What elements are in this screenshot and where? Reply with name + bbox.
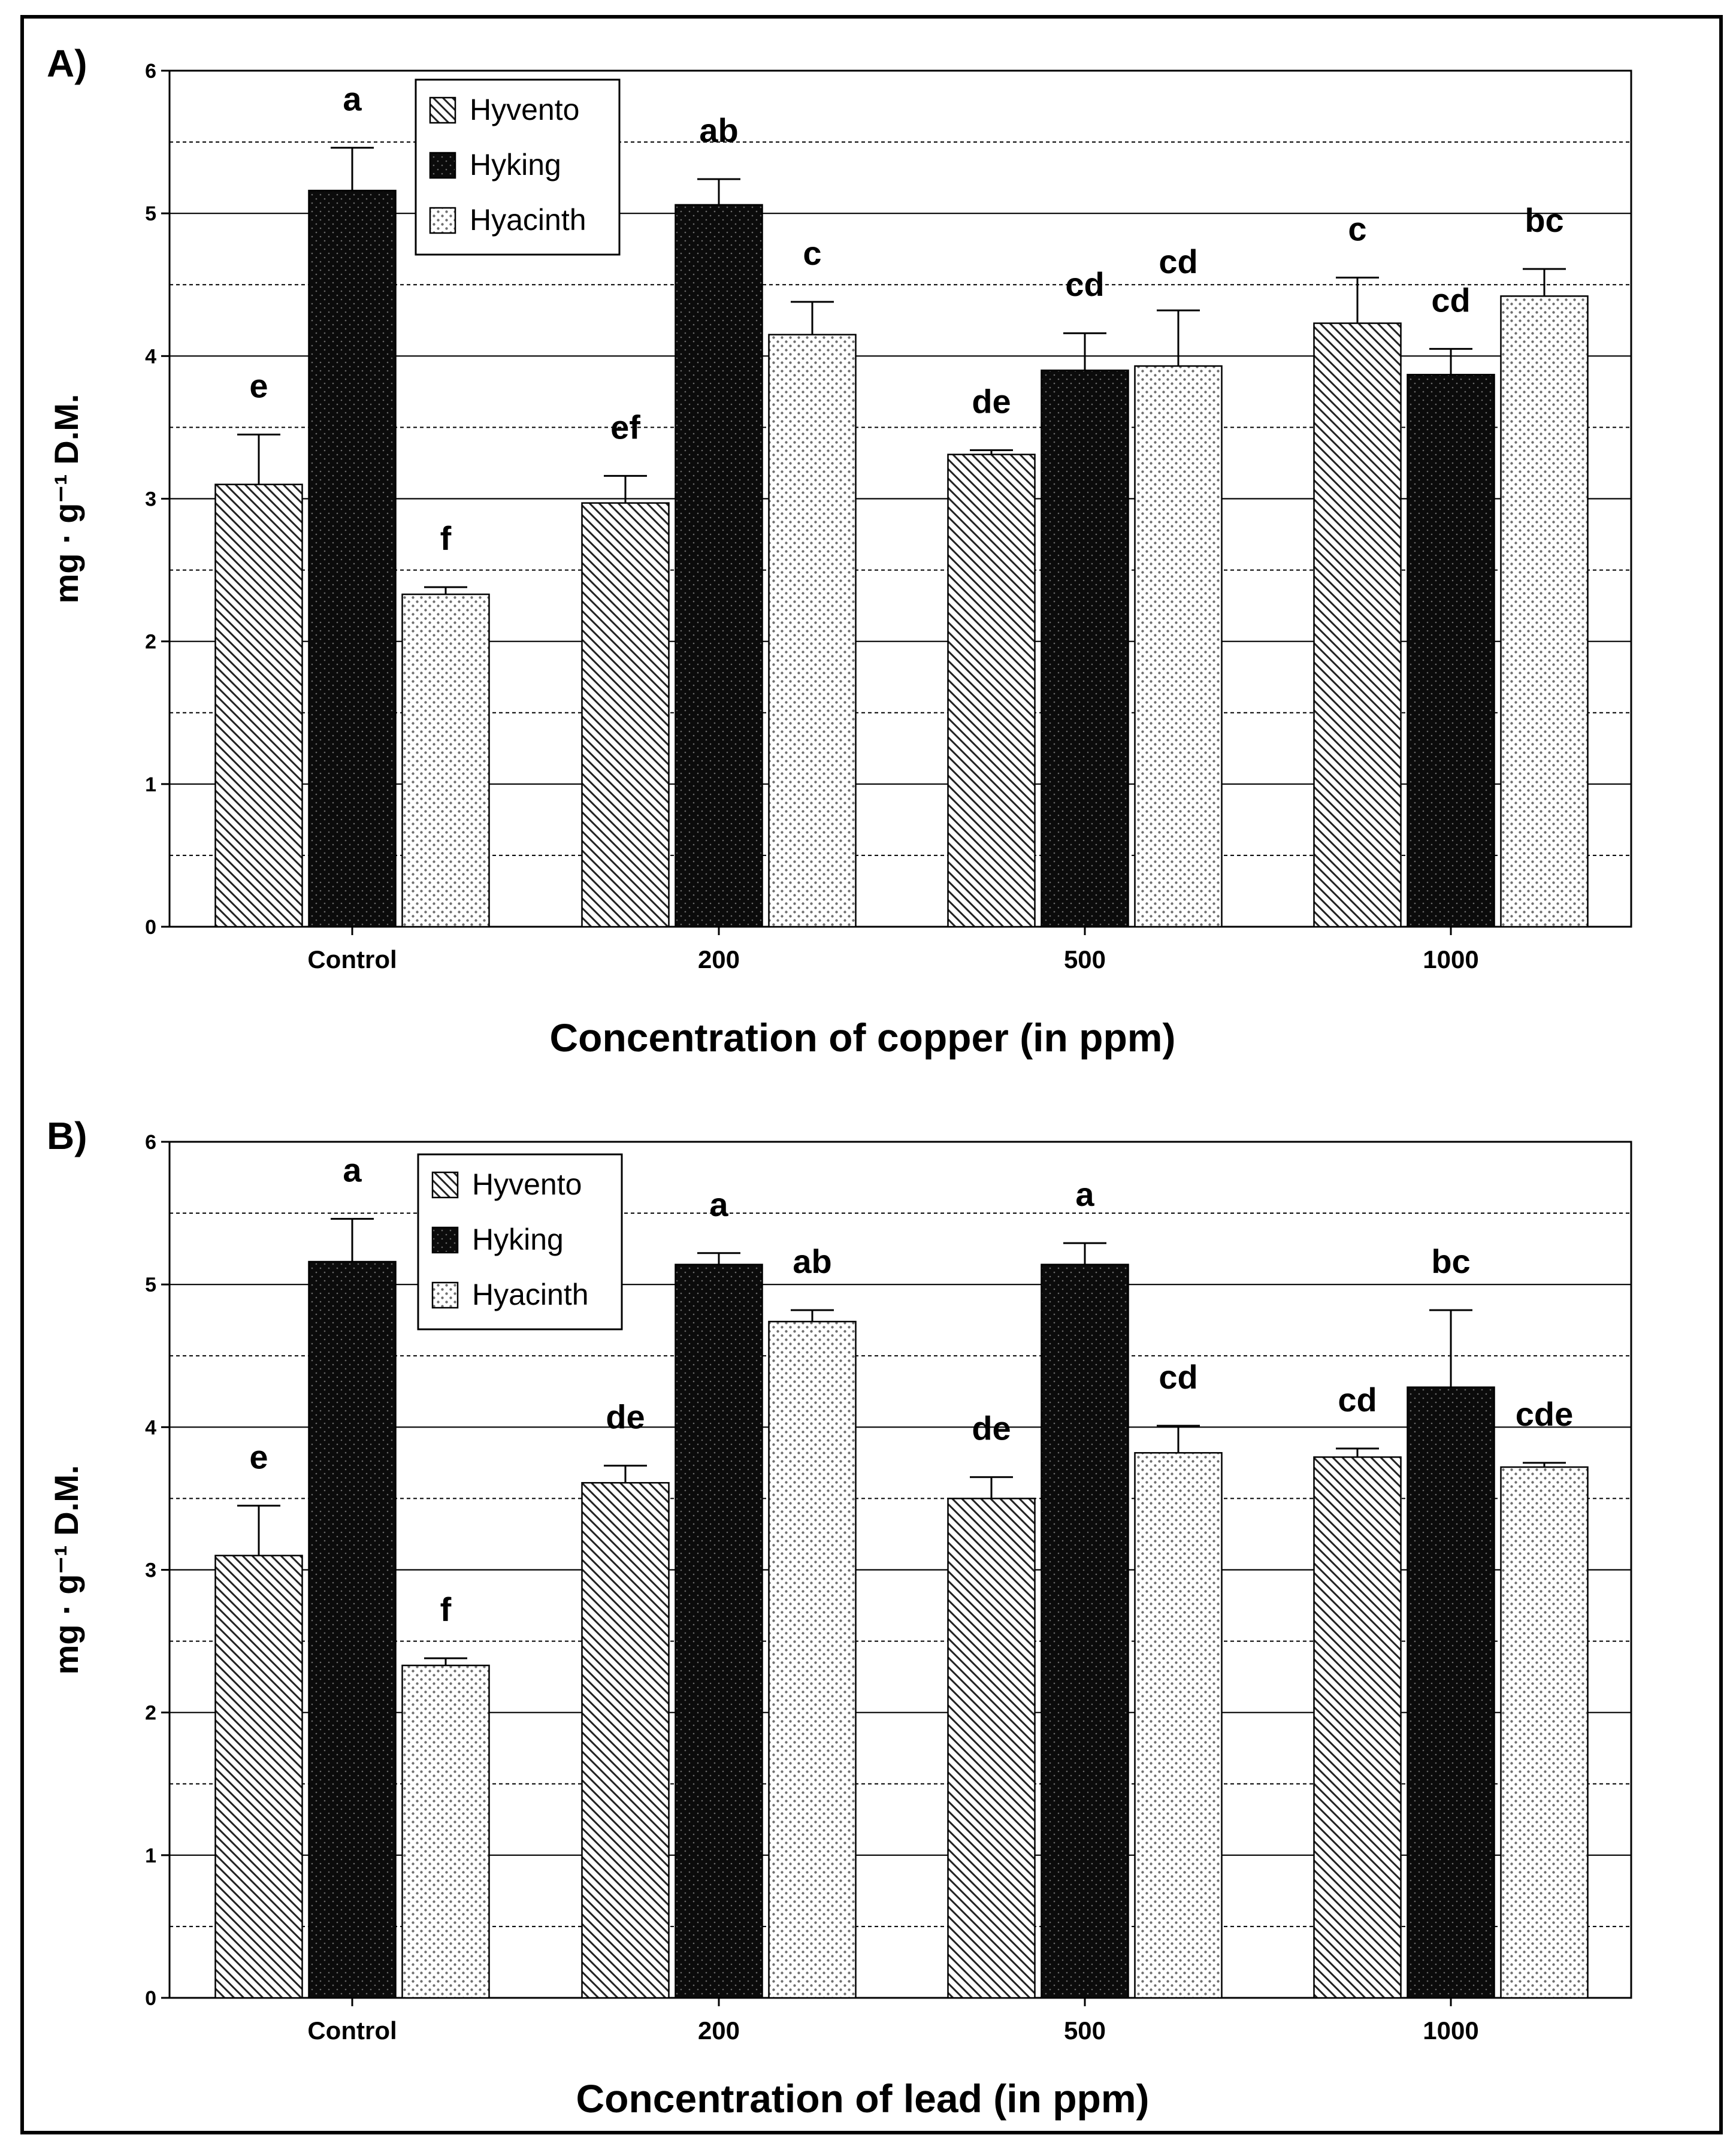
significance-letter: cd <box>1159 1358 1197 1396</box>
significance-letter: cde <box>1516 1395 1574 1433</box>
y-tick-label: 6 <box>145 60 156 83</box>
significance-letter: a <box>709 1186 728 1223</box>
legend-swatch-hyking <box>431 1226 459 1254</box>
legend-swatch-hyvento <box>429 96 456 124</box>
panel-label: A) <box>47 42 87 85</box>
significance-letter: cd <box>1159 243 1197 280</box>
bar-hyvento <box>214 483 303 928</box>
significance-letter: de <box>606 1398 645 1436</box>
bar-hyvento <box>947 1498 1036 1999</box>
significance-letter: cd <box>1338 1381 1377 1419</box>
significance-letter: c <box>1348 210 1366 247</box>
y-tick-label: 4 <box>145 1416 156 1439</box>
x-tick-label: 500 <box>1064 2016 1106 2045</box>
x-tick-label: 1000 <box>1423 2016 1478 2045</box>
bar-hyking <box>1407 374 1495 928</box>
legend-label: Hyvento <box>470 93 579 126</box>
legend-swatch-hyacinth <box>429 207 456 234</box>
significance-letter: ef <box>610 408 640 446</box>
y-tick-label: 0 <box>145 1987 156 2010</box>
significance-letter: de <box>972 1410 1011 1447</box>
chart-panel-b: 0 1 2 3 4 5 6 Control 200 500 1000 e de de cd a a a bc f ab c… <box>47 1114 1632 2121</box>
legend-swatch-hyking <box>429 152 456 179</box>
significance-letter: de <box>972 383 1011 421</box>
bar-hyvento <box>947 453 1036 928</box>
legend-label: Hyacinth <box>470 203 586 237</box>
bar-hyking <box>1041 1263 1129 1999</box>
bar-hyvento <box>214 1555 303 1999</box>
significance-letter: e <box>249 367 268 404</box>
significance-letter: cd <box>1065 265 1104 303</box>
significance-letter: e <box>249 1438 268 1475</box>
y-tick-label: 0 <box>145 916 156 939</box>
significance-letter: c <box>803 234 821 272</box>
y-axis-title: mg · g⁻¹ D.M. <box>47 394 85 604</box>
x-tick-label: Control <box>307 2016 397 2045</box>
x-tick-label: 1000 <box>1423 945 1478 973</box>
panel-label: B) <box>47 1114 87 1157</box>
bar-hyking <box>308 1260 397 1999</box>
bar-hyacinth <box>768 334 857 928</box>
x-tick-label: 200 <box>698 2016 740 2045</box>
legend-label: Hyvento <box>472 1168 582 1201</box>
y-tick-label: 6 <box>145 1131 156 1154</box>
significance-letter: bc <box>1525 201 1563 239</box>
y-tick-label: 5 <box>145 202 156 225</box>
x-tick-label: 500 <box>1064 945 1106 973</box>
bar-hyvento <box>581 502 670 928</box>
y-tick-label: 3 <box>145 1559 156 1582</box>
significance-letter: a <box>343 1151 362 1189</box>
bar-hyvento <box>1313 1456 1402 1999</box>
y-axis-title: mg · g⁻¹ D.M. <box>47 1465 85 1675</box>
significance-letter: f <box>440 1590 452 1628</box>
legend: Hyvento Hyking Hyacinth <box>417 1153 623 1331</box>
x-axis-title: Concentration of lead (in ppm) <box>576 2076 1150 2121</box>
legend: Hyvento Hyking Hyacinth <box>415 78 621 256</box>
legend-label: Hyacinth <box>472 1278 589 1311</box>
x-tick-label: Control <box>307 945 397 973</box>
significance-letter: f <box>440 519 452 557</box>
y-tick-label: 3 <box>145 488 156 511</box>
y-tick-label: 2 <box>145 1702 156 1725</box>
significance-letter: bc <box>1431 1242 1470 1280</box>
bar-hyking <box>675 1263 763 1999</box>
significance-letter: ab <box>793 1242 831 1280</box>
bar-hyacinth <box>401 593 490 928</box>
bar-hyvento <box>581 1481 670 1999</box>
bar-hyvento <box>1313 322 1402 928</box>
y-tick-label: 5 <box>145 1274 156 1296</box>
significance-letter: ab <box>699 111 738 149</box>
bar-hyking <box>308 189 397 928</box>
x-axis-title: Concentration of copper (in ppm) <box>550 1015 1176 1060</box>
bar-hyking <box>1407 1386 1495 1999</box>
bar-hyacinth <box>1134 1452 1223 1999</box>
chart-panel-a: 0 1 2 3 4 5 6 Control 200 500 1000 e ef de c a ab cd cd f c c… <box>47 42 1632 1060</box>
bar-hyking <box>1041 369 1129 928</box>
significance-letter: cd <box>1431 281 1470 319</box>
legend-swatch-hyvento <box>431 1171 459 1199</box>
legend-label: Hyking <box>470 148 561 182</box>
legend-swatch-hyacinth <box>431 1281 459 1309</box>
significance-letter: a <box>343 80 362 118</box>
y-tick-label: 1 <box>145 1844 156 1867</box>
bar-hyacinth <box>401 1664 490 1999</box>
significance-letter: a <box>1075 1175 1094 1213</box>
y-tick-label: 1 <box>145 773 156 796</box>
bar-hyacinth <box>768 1320 857 1999</box>
legend-label: Hyking <box>472 1223 564 1256</box>
bar-hyking <box>675 204 763 928</box>
y-tick-label: 2 <box>145 631 156 654</box>
bar-hyacinth <box>1134 365 1223 928</box>
x-tick-label: 200 <box>698 945 740 973</box>
bar-hyacinth <box>1500 295 1589 928</box>
bar-hyacinth <box>1500 1466 1589 1999</box>
y-tick-label: 4 <box>145 345 156 368</box>
